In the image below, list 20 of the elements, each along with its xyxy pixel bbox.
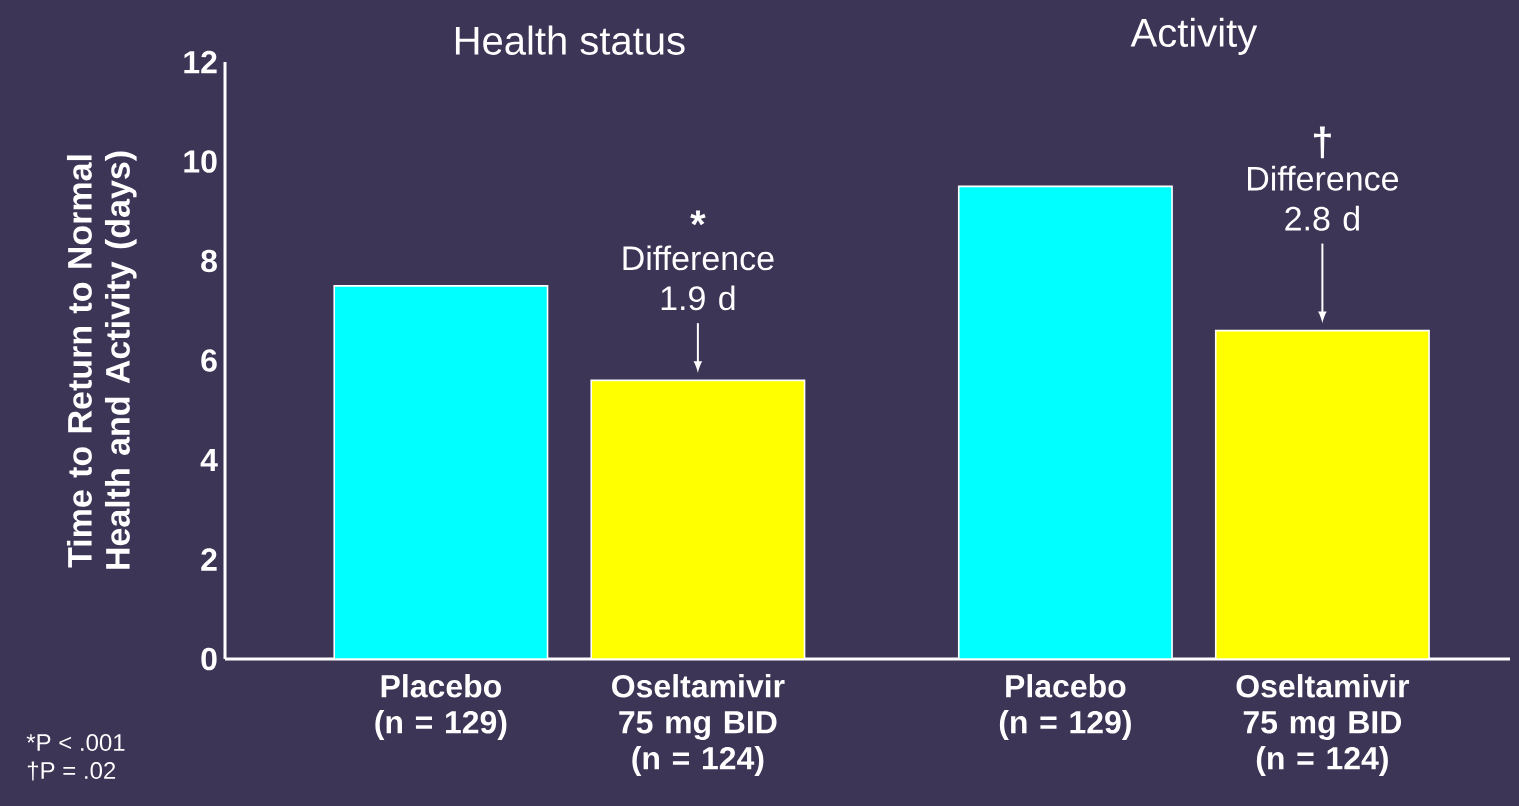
x-tick-label: Placebo (n = 129) [999, 674, 1131, 740]
annotation: Difference 1.9 d [623, 245, 774, 311]
x-tick-label: Placebo (n = 129) [375, 674, 507, 740]
text: *P < .001 [26, 734, 125, 751]
y-tick-label: 4 [200, 448, 218, 471]
y-tick-label: 12 [184, 50, 217, 74]
y-tick-label: 6 [201, 349, 217, 372]
y-axis-title: Time to Return to Normal Health and Activity (days) [66, 151, 137, 569]
x-tick-label: Oseltamivir 75 mg BID (n = 124) [1236, 674, 1410, 776]
text: Activity [1130, 17, 1258, 55]
x-tick-label: Oseltamivir 75 mg BID (n = 124) [612, 674, 785, 776]
annotation: Difference 2.8 d [1248, 165, 1399, 231]
y-tick-label: 10 [184, 150, 217, 173]
text: Health status [455, 25, 685, 55]
y-tick-label: 2 [201, 548, 217, 571]
y-tick-label: 0 [201, 647, 217, 671]
annotation: * [690, 210, 706, 226]
text: †P = .02 [27, 761, 116, 781]
annotation: † [1313, 126, 1331, 159]
y-tick-label: 8 [201, 249, 217, 273]
